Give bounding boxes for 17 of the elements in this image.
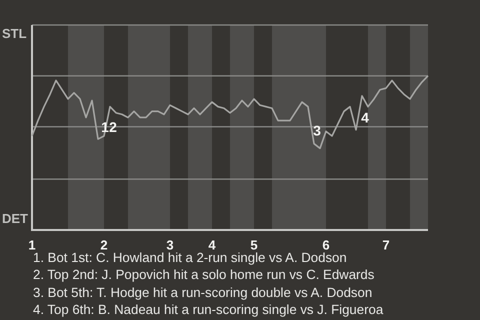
annotation: 1 xyxy=(101,118,110,135)
x-tick-label: 4 xyxy=(208,237,216,252)
text: 1. Bot 1st: C. Howland hit a 2-run single vs A. Dodson xyxy=(33,250,348,266)
annotation: 2 xyxy=(109,118,118,135)
text: 2. Top 2nd: J. Popovich hit a solo home run vs C. Edwards xyxy=(33,266,376,284)
x-tick-label: 6 xyxy=(322,237,330,252)
text: STL xyxy=(2,26,27,41)
text: 3. Bot 5th: T. Hodge hit a run-scoring double vs A. Dodson xyxy=(33,284,374,301)
x-tick-label: 3 xyxy=(166,237,174,252)
text: 4. Top 6th: B. Nadeau hit a run-scoring single vs J. Figueroa xyxy=(33,300,384,318)
text: DET xyxy=(2,211,28,226)
x-tick-label: 7 xyxy=(382,237,390,252)
x-tick-label: 2 xyxy=(100,237,108,252)
x-tick-label: 5 xyxy=(250,237,258,252)
x-tick-label: 1 xyxy=(28,237,36,252)
annotation: 3 xyxy=(313,122,322,139)
annotation: 4 xyxy=(361,110,370,126)
